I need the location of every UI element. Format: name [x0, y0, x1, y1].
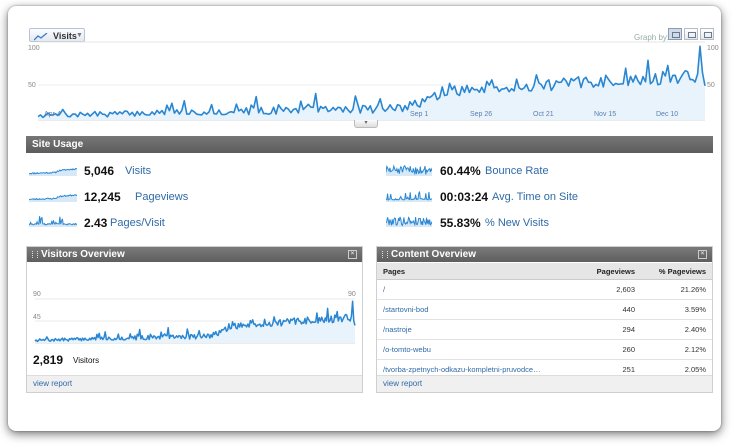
pct-cell: 21.26%: [641, 279, 712, 300]
table-row: /tvorba-zpetnych-odkazu-kompletni-pruvod…: [377, 359, 712, 380]
avg-time-value: 00:03:24: [440, 190, 489, 204]
content-view-report-link[interactable]: view report: [377, 375, 712, 392]
sparkline-area: [29, 194, 77, 202]
vo-y-tick-45: 45: [33, 314, 41, 321]
bounce-rate-link[interactable]: Bounce Rate: [485, 165, 549, 177]
table-header-row: Pages Pageviews % Pageviews: [377, 263, 712, 280]
pageviews-link[interactable]: Pageviews: [135, 191, 189, 203]
vo-right-tick-90: 90: [348, 291, 356, 298]
bounce-rate-value: 60.44%: [440, 164, 481, 178]
pct-cell: 3.59%: [641, 299, 712, 320]
pct-cell: 2.12%: [641, 339, 712, 360]
content-overview-title: Content Overview: [391, 249, 477, 260]
page-link[interactable]: /: [377, 279, 581, 300]
pct-cell: 2.40%: [641, 319, 712, 340]
new-visits-link[interactable]: % New Visits: [485, 217, 549, 229]
pageviews-cell: 260: [580, 339, 642, 360]
table-row: / 2,603 21.26%: [377, 279, 712, 300]
y-tick-100: 100: [28, 45, 40, 52]
day-icon: [672, 32, 680, 38]
pageviews-sparkline: [29, 194, 77, 202]
table-row: /nastroje 294 2.40%: [377, 319, 712, 340]
visitors-overview-title: Visitors Overview: [41, 249, 125, 260]
sparkline-line: [386, 191, 432, 201]
graph-by-label: Graph by:: [634, 33, 670, 42]
sparkline-line: [386, 164, 432, 176]
visitors-overview-header: Visitors Overview ×: [27, 247, 362, 262]
pageviews-cell: 294: [580, 319, 642, 340]
bounce-rate-sparkline: [386, 164, 432, 176]
right-tick-50: 50: [707, 82, 715, 89]
page-link[interactable]: /o-tomto-webu: [377, 339, 581, 360]
chevron-down-icon: ▼: [76, 32, 83, 39]
new-visits-value: 55.83%: [440, 216, 481, 230]
table-row: /startovni-bod 440 3.59%: [377, 299, 712, 320]
visitors-overview-panel: Visitors Overview × 90 45 90 2,819 Visit…: [26, 246, 363, 393]
pages-per-visit-value: 2.43: [84, 216, 108, 230]
pageviews-cell: 2,603: [580, 279, 642, 300]
close-icon[interactable]: ×: [348, 250, 357, 259]
graph-by-week-button[interactable]: [684, 28, 698, 40]
x-tick-apr4: Apr 4: [44, 111, 61, 118]
vo-y-tick-90: 90: [33, 291, 41, 298]
week-icon: [688, 32, 696, 38]
sparkline-line: [386, 216, 432, 227]
x-tick-oct21: Oct 21: [533, 111, 554, 118]
range-slider-handle[interactable]: ▾: [354, 120, 378, 128]
page-link[interactable]: /startovni-bod: [377, 299, 581, 320]
metric-selector-label: Visits: [53, 31, 77, 41]
col-pageviews[interactable]: Pageviews: [580, 263, 642, 280]
y-tick-50: 50: [28, 82, 36, 89]
pages-per-visit-link[interactable]: Pages/Visit: [110, 217, 165, 229]
analytics-dashboard-card: Visits ▼ Graph by: 100 50 100 50 Apr 4 S…: [8, 6, 721, 431]
content-overview-panel: Content Overview × Pages Pageviews % Pag…: [376, 246, 713, 393]
site-usage-header: Site Usage: [26, 136, 713, 153]
sparkline-line: [29, 168, 77, 175]
drag-handle-icon[interactable]: [382, 251, 388, 258]
drag-handle-icon[interactable]: [32, 251, 38, 258]
visits-sparkline: [29, 168, 77, 176]
visitors-count-label: Visitors: [73, 356, 100, 365]
table-row: /o-tomto-webu 260 2.12%: [377, 339, 712, 360]
content-overview-header: Content Overview ×: [377, 247, 712, 262]
pages-per-visit-sparkline: [29, 216, 77, 227]
sparkline-line: [29, 216, 77, 226]
close-icon[interactable]: ×: [698, 250, 707, 259]
sparkline-line: [29, 194, 77, 201]
month-icon: [704, 32, 712, 38]
visitors-line-chart: [34, 298, 356, 344]
x-tick-sep26: Sep 26: [470, 111, 493, 118]
x-tick-dec10: Dec 10: [656, 111, 679, 118]
avg-time-link[interactable]: Avg. Time on Site: [492, 191, 579, 203]
right-tick-100: 100: [707, 45, 719, 52]
line-chart-icon: [33, 31, 48, 45]
pageviews-cell: 440: [580, 299, 642, 320]
col-pages[interactable]: Pages: [377, 263, 581, 280]
x-tick-sep1: Sep 1: [410, 111, 429, 118]
graph-by-day-button[interactable]: [668, 28, 682, 40]
visitors-count: 2,819: [33, 353, 64, 367]
x-tick-nov15: Nov 15: [594, 111, 617, 118]
visits-value: 5,046: [84, 164, 115, 178]
col-pct-pageviews[interactable]: % Pageviews: [641, 263, 712, 280]
pageviews-value: 12,245: [84, 190, 121, 204]
new-visits-sparkline: [386, 216, 432, 227]
visits-link[interactable]: Visits: [125, 165, 152, 177]
visitors-view-report-link[interactable]: view report: [27, 375, 362, 392]
graph-by-month-button[interactable]: [700, 28, 714, 40]
avg-time-sparkline: [386, 191, 432, 202]
page-link[interactable]: /nastroje: [377, 319, 581, 340]
content-table: Pages Pageviews % Pageviews / 2,603 21.2…: [377, 263, 712, 380]
